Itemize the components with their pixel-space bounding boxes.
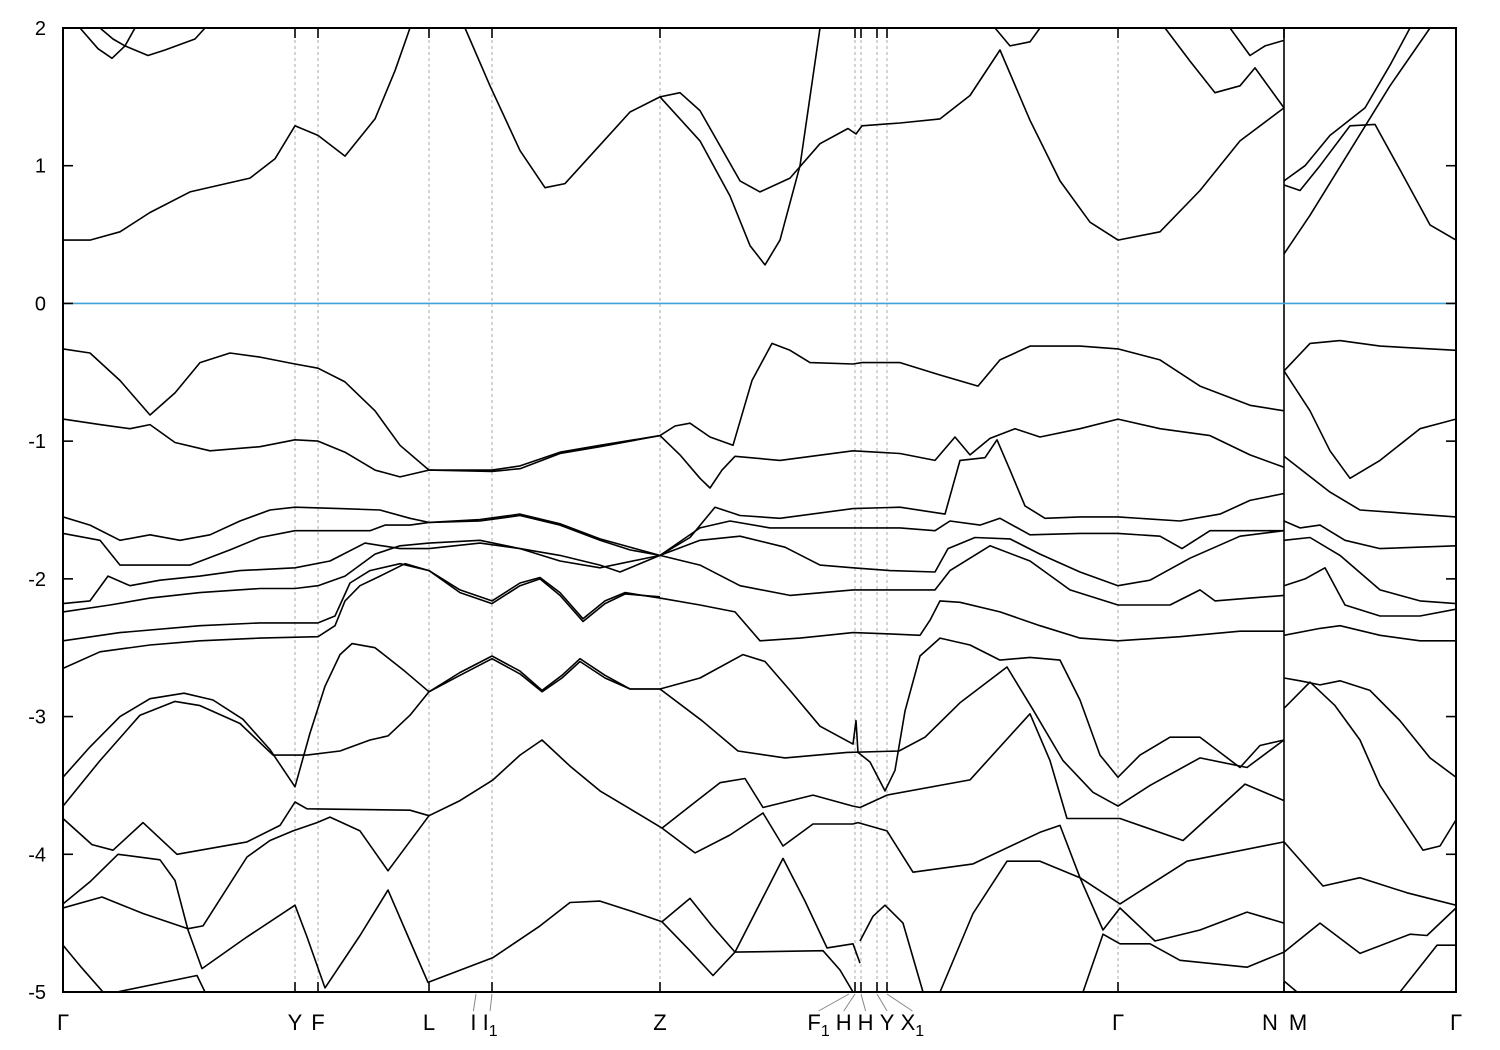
- energy-band: [659, 28, 821, 266]
- k-label-leader-line: [818, 993, 850, 1012]
- energy-band: [1283, 677, 1456, 778]
- energy-band: [63, 853, 854, 992]
- energy-bands: [63, 28, 1456, 992]
- k-point-label: H: [836, 1010, 852, 1035]
- k-point-label: N: [1262, 1010, 1278, 1035]
- k-label-leader-line: [860, 993, 867, 1012]
- k-point-label: Γ: [1112, 1010, 1124, 1035]
- k-point-label: Z: [653, 1010, 666, 1035]
- energy-band: [63, 539, 1285, 613]
- y-tick-label: 2: [35, 18, 46, 40]
- energy-band: [994, 28, 1041, 47]
- y-tick-label: -2: [28, 569, 46, 591]
- energy-band: [1164, 28, 1285, 109]
- energy-band: [661, 857, 861, 977]
- energy-band: [63, 801, 430, 856]
- k-label-leader-line: [489, 993, 493, 1012]
- y-tick-label: -4: [28, 844, 46, 866]
- k-label-leader-line: [843, 993, 856, 1012]
- y-tick-label: 1: [35, 156, 46, 178]
- k-label-leader-line: [876, 993, 888, 1012]
- k-point-label: Y: [288, 1010, 303, 1035]
- energy-band: [63, 439, 1285, 557]
- energy-band: [1283, 455, 1456, 518]
- k-point-label: Γ: [57, 1010, 69, 1035]
- energy-band: [63, 657, 1285, 807]
- energy-band: [464, 28, 1285, 241]
- energy-band: [1229, 28, 1285, 57]
- k-point-label: F: [311, 1010, 324, 1035]
- energy-band: [116, 974, 206, 992]
- energy-band: [1283, 624, 1456, 642]
- energy-band: [1283, 28, 1431, 255]
- k-label-leader-lines: [472, 993, 913, 1012]
- plot-frame: [62, 27, 1457, 993]
- energy-band: [1283, 370, 1456, 480]
- energy-band: [1283, 339, 1456, 372]
- energy-band: [1283, 907, 1456, 955]
- energy-band: [1283, 536, 1456, 605]
- k-point-subscript: 1: [489, 1023, 498, 1040]
- energy-band: [1283, 520, 1456, 550]
- y-tick-label: -1: [28, 431, 46, 453]
- high-symmetry-lines: [294, 28, 1285, 992]
- k-label-leader-line: [472, 993, 477, 1012]
- k-point-label: X1: [901, 1010, 925, 1040]
- y-tick-label: 0: [35, 293, 46, 315]
- k-point-subscript: 1: [915, 1023, 924, 1040]
- energy-band: [1283, 841, 1456, 906]
- k-point-subscript: 1: [821, 1023, 830, 1040]
- x-axis-ticks: Γ Y F L I I1 Z F1 H H Y X1 Γ N M Γ: [57, 28, 1462, 1040]
- k-point-label: I: [470, 1010, 476, 1035]
- energy-band: [1283, 681, 1456, 851]
- energy-band: [1283, 980, 1298, 992]
- k-point-label: Y: [880, 1010, 895, 1035]
- k-point-label: F1: [807, 1010, 829, 1040]
- k-point-label: I1: [483, 1010, 498, 1040]
- energy-band: [63, 342, 1285, 471]
- k-point-label: H: [858, 1010, 874, 1035]
- energy-band: [99, 28, 136, 47]
- energy-band: [63, 944, 104, 992]
- y-axis-ticks: 2 1 0 -1 -2 -3 -4 -5: [28, 18, 1456, 1004]
- energy-band: [661, 713, 1285, 842]
- y-tick-label: -5: [28, 982, 46, 1004]
- k-point-label: Γ: [1450, 1010, 1462, 1035]
- energy-band: [63, 562, 661, 670]
- energy-band: [859, 904, 924, 992]
- k-point-label: L: [423, 1010, 435, 1035]
- energy-band: [1283, 123, 1456, 241]
- energy-band: [79, 28, 206, 60]
- energy-band: [63, 513, 1284, 566]
- energy-band: [63, 529, 1285, 605]
- energy-band: [63, 28, 411, 241]
- energy-band: [1399, 944, 1456, 992]
- energy-band: [63, 739, 1285, 942]
- k-label-leader-line: [886, 993, 913, 1012]
- energy-band: [1082, 933, 1285, 992]
- k-point-label: M: [1289, 1010, 1307, 1035]
- energy-band: [63, 637, 1285, 792]
- energy-band: [1283, 567, 1456, 617]
- energy-band: [939, 841, 1285, 992]
- y-tick-label: -3: [28, 707, 46, 729]
- energy-band: [1283, 28, 1411, 182]
- energy-band: [63, 418, 1285, 489]
- energy-band: [63, 562, 1284, 642]
